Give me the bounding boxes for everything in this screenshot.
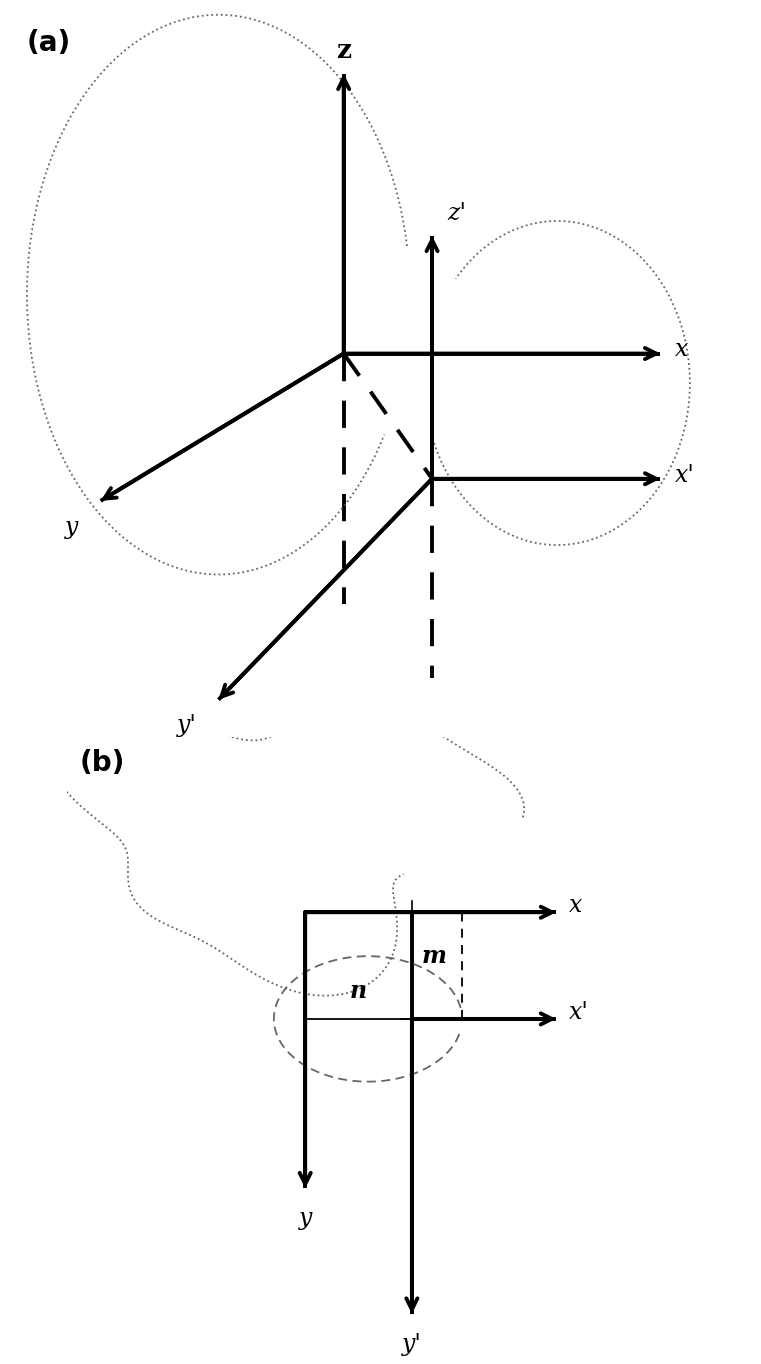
Text: z': z' <box>447 202 466 225</box>
Text: z: z <box>336 38 351 63</box>
Text: y': y' <box>402 1333 422 1356</box>
Text: y': y' <box>177 715 196 738</box>
Text: x': x' <box>675 464 695 487</box>
Text: x: x <box>568 895 582 918</box>
Text: x: x <box>675 338 689 361</box>
Text: y: y <box>298 1207 312 1230</box>
Text: x': x' <box>568 1001 588 1024</box>
Text: m: m <box>422 944 447 968</box>
Text: (a): (a) <box>27 30 72 57</box>
Text: y: y <box>65 516 78 539</box>
Text: n: n <box>350 979 367 1004</box>
Text: (b): (b) <box>79 749 125 777</box>
